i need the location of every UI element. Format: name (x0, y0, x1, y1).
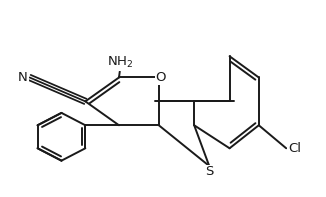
Text: N: N (18, 71, 28, 84)
Text: Cl: Cl (288, 142, 301, 155)
Text: O: O (156, 71, 166, 84)
Text: NH$_2$: NH$_2$ (107, 55, 133, 70)
Text: S: S (205, 165, 214, 178)
